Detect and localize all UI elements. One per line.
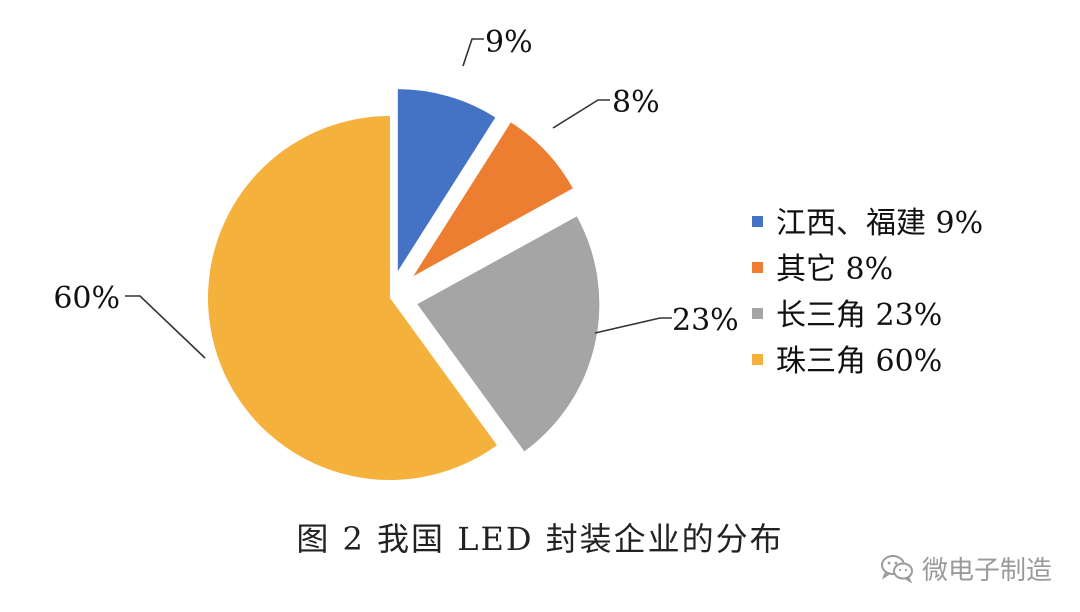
figure-caption: 图 2 我国 LED 封装企业的分布: [296, 520, 784, 558]
wechat-icon: [881, 555, 913, 583]
legend: 江西、福建 9% 其它 8% 长三角 23% 珠三角 60%: [752, 206, 983, 379]
legend-swatch-4: [752, 354, 763, 365]
leader-line-3: [594, 317, 672, 334]
legend-swatch-2: [752, 262, 763, 273]
pie-slice-4: [207, 116, 497, 480]
pie-slices: [207, 89, 600, 480]
pie-slice-2: [413, 122, 573, 277]
legend-label-1: 江西、福建 9%: [776, 206, 983, 241]
data-label-1: 9%: [485, 25, 533, 60]
leader-line-2: [552, 99, 610, 129]
data-label-3: 23%: [672, 303, 739, 338]
legend-label-4: 珠三角 60%: [776, 344, 942, 379]
data-labels: 9% 8% 23% 60%: [53, 25, 738, 338]
legend-label-2: 其它 8%: [776, 252, 893, 287]
legend-swatch-3: [752, 308, 763, 319]
watermark: 微电子制造: [880, 546, 1070, 590]
pie-slice-3: [417, 216, 600, 452]
leader-line-4: [125, 295, 206, 359]
legend-swatch-1: [752, 216, 763, 227]
pie-slice-1: [397, 89, 496, 272]
legend-label-3: 长三角 23%: [776, 298, 942, 333]
leader-lines: [125, 38, 672, 359]
watermark-text: 微电子制造: [922, 555, 1053, 586]
leader-line-1: [462, 38, 484, 67]
data-label-4: 60%: [53, 281, 120, 316]
data-label-2: 8%: [612, 85, 660, 120]
